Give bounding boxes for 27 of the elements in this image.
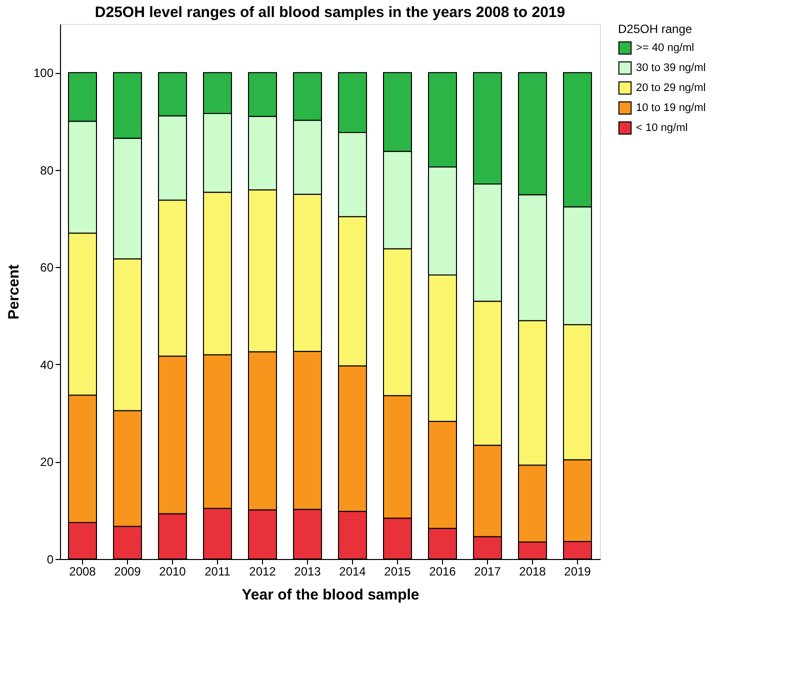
y-tick-label: 0 xyxy=(46,552,54,566)
x-tick-label: 2009 xyxy=(114,564,142,578)
x-axis-title: Year of the blood sample xyxy=(242,586,420,604)
x-tick-label: 2015 xyxy=(384,564,412,578)
legend-label: >= 40 ng/ml xyxy=(636,42,694,54)
x-tick-label: 2014 xyxy=(339,564,366,578)
x-tick-label: 2018 xyxy=(519,564,546,578)
legend-label: 30 to 39 ng/ml xyxy=(636,62,706,74)
legend-label: 20 to 29 ng/ml xyxy=(636,82,706,94)
x-tick-label: 2017 xyxy=(474,564,502,578)
y-axis-title: Percent xyxy=(5,264,22,320)
legend-label: < 10 ng/ml xyxy=(636,122,688,134)
x-tick-label: 2013 xyxy=(294,564,322,578)
x-tick-label: 2012 xyxy=(249,564,276,578)
legend-title: D25OH range xyxy=(618,22,692,36)
x-tick-label: 2010 xyxy=(159,564,186,578)
x-tick-label: 2016 xyxy=(429,564,456,578)
y-tick-label: 60 xyxy=(40,260,54,275)
chart-title: D25OH level ranges of all blood samples in the years 2008 to 2019 xyxy=(94,4,566,21)
y-tick-label: 40 xyxy=(40,358,54,372)
x-tick-label: 2008 xyxy=(69,564,96,578)
legend-label: 10 to 19 ng/ml xyxy=(636,102,706,114)
y-tick-label: 100 xyxy=(33,66,54,80)
y-tick-label: 20 xyxy=(40,455,54,470)
y-tick-label: 80 xyxy=(40,163,54,178)
x-tick-label: 2011 xyxy=(204,564,231,578)
x-tick-label: 2019 xyxy=(564,564,592,578)
